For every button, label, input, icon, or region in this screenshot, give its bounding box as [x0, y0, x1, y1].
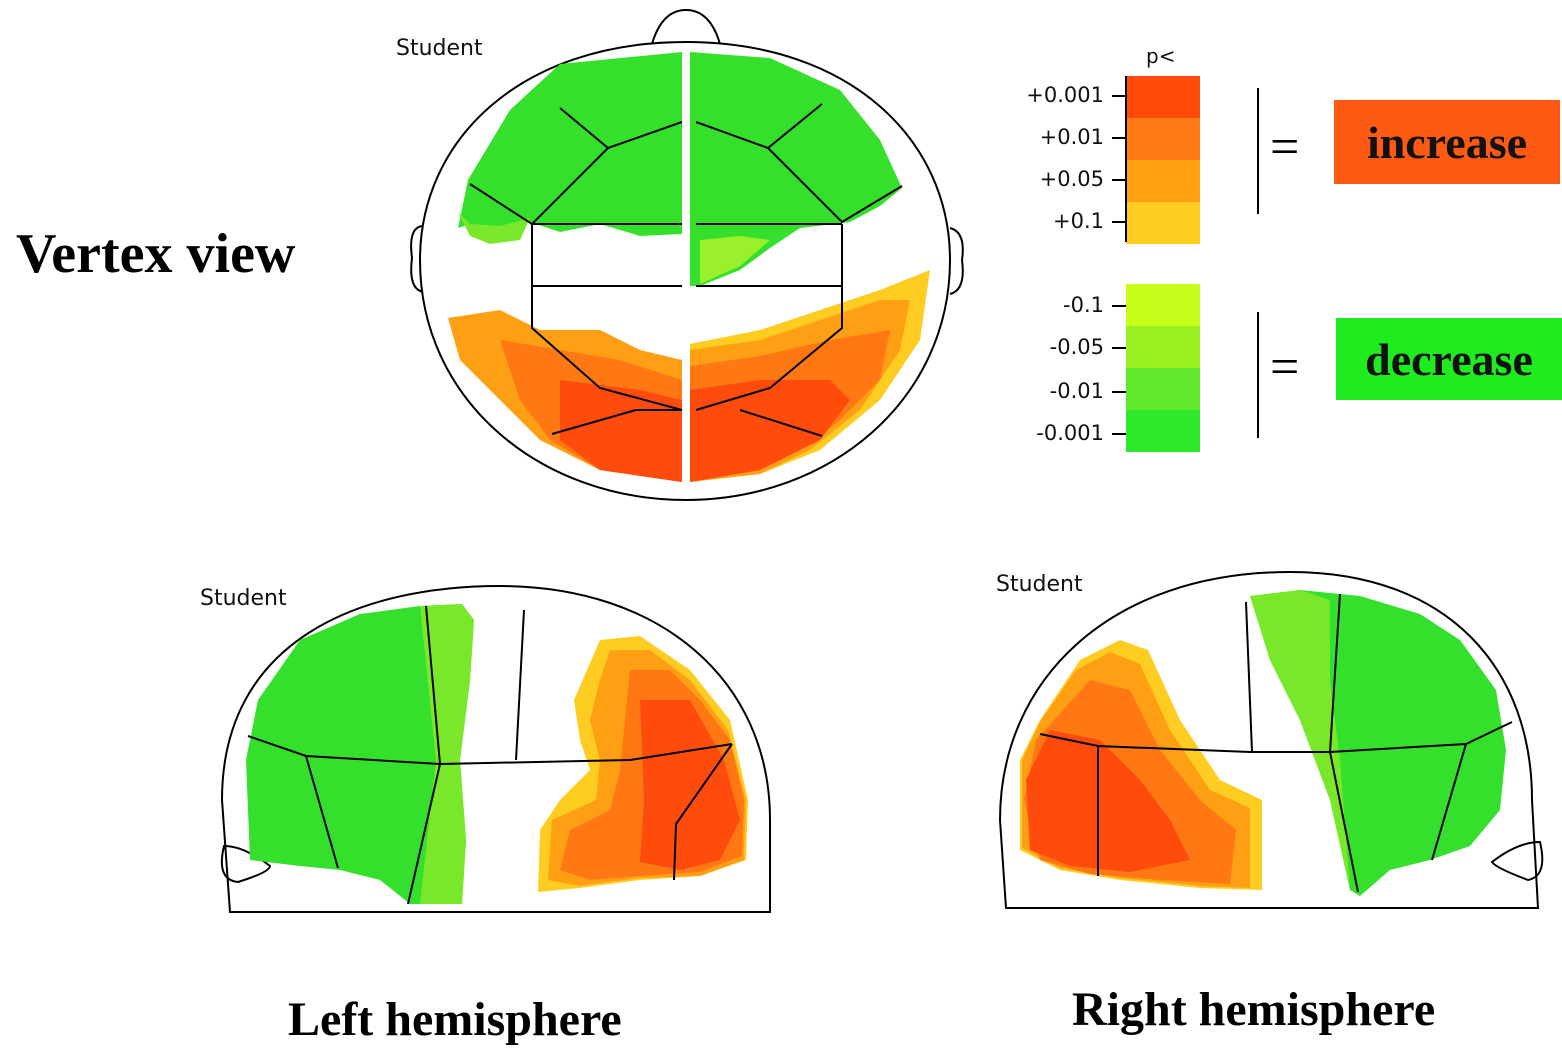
left-student-label: Student: [200, 586, 287, 611]
vertex-region-lines: [469, 103, 903, 437]
left-hemisphere-label: Left hemisphere: [288, 993, 622, 1046]
right-red-core: [1026, 730, 1190, 872]
decrease-legend-box: decrease: [1336, 318, 1562, 400]
decrease-legend-label: decrease: [1365, 333, 1533, 385]
left-red-core: [640, 700, 740, 870]
positive-scale-segment: [1126, 202, 1200, 244]
increase-legend-label: increase: [1366, 116, 1528, 168]
vertex-right-ear: [949, 227, 964, 295]
scale-tick-label: +0.1: [1053, 209, 1104, 233]
right-hemisphere-label: Right hemisphere: [1072, 983, 1436, 1036]
vertex-frontal-right-green: [690, 52, 902, 286]
left-green-region: [246, 604, 474, 904]
vertex-view-label: Vertex view: [16, 223, 296, 285]
scale-tick-label: -0.01: [1049, 379, 1104, 403]
scale-tick-label: -0.05: [1049, 335, 1104, 359]
vertex-frontal-left-fringe: [458, 212, 530, 244]
vertex-head-outline: [418, 40, 952, 502]
negative-scale-segment: [1126, 368, 1200, 410]
positive-scale-segment: [1126, 160, 1200, 202]
scale-ticks: [1112, 76, 1127, 435]
scale-tick-label: +0.05: [1039, 167, 1104, 191]
right-hemisphere-map: [998, 570, 1544, 909]
negative-scale-segment: [1126, 326, 1200, 368]
vertex-midline: [686, 50, 690, 486]
negative-scale-bar: [1126, 284, 1200, 452]
positive-scale-segment: [1126, 118, 1200, 160]
vertex-nose: [651, 8, 721, 45]
vertex-frontal-left-green: [458, 52, 682, 236]
negative-scale-segment: [1126, 284, 1200, 326]
right-ear: [1490, 840, 1544, 882]
scale-tick-label: -0.001: [1036, 421, 1104, 445]
vertex-posterior-right-red: [690, 380, 850, 482]
scale-tick-label: -0.1: [1063, 293, 1104, 317]
scale-tick-label: +0.01: [1039, 125, 1104, 149]
vertex-posterior-left-red: [560, 380, 682, 482]
scale-header: p<: [1146, 44, 1176, 68]
vertex-view-map: [410, 8, 964, 502]
right-green-fringe: [1250, 590, 1350, 890]
vertex-frontal-right-fringe: [700, 236, 770, 284]
increase-equals: =: [1270, 119, 1300, 176]
positive-scale-segment: [1126, 76, 1200, 118]
left-green-fringe: [420, 604, 474, 904]
increase-legend-box: increase: [1334, 100, 1560, 184]
right-region-lines: [1039, 593, 1513, 893]
vertex-left-ear: [410, 225, 425, 293]
left-region-lines: [247, 605, 733, 905]
color-scale: [1112, 76, 1259, 452]
negative-scale-segment: [1126, 410, 1200, 452]
vertex-student-label: Student: [396, 36, 483, 61]
decrease-equals: =: [1270, 339, 1300, 396]
left-hemisphere-map: [220, 584, 771, 913]
positive-scale-bar: [1126, 76, 1200, 244]
left-ear: [220, 844, 272, 884]
right-student-label: Student: [996, 572, 1083, 597]
scale-tick-label: +0.001: [1026, 83, 1104, 107]
